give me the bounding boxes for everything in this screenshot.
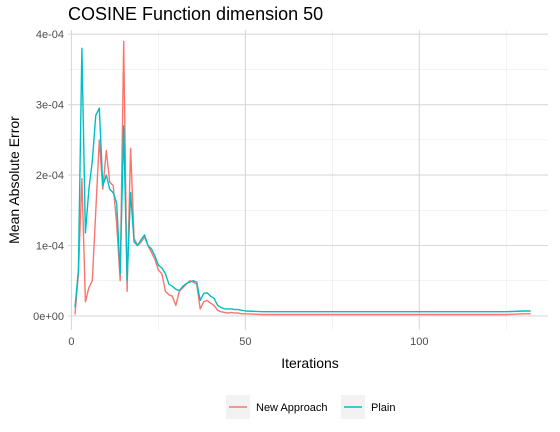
legend-item: New Approach [226, 395, 328, 419]
y-tick-label: 2e-04 [36, 170, 64, 182]
y-tick-label: 4e-04 [36, 29, 64, 41]
y-tick-label: 1e-04 [36, 240, 64, 252]
y-tick-label: 0e+00 [33, 311, 64, 323]
y-tick-labels: 0e+00 1e-04 2e-04 3e-04 4e-04 [33, 29, 64, 323]
minor-gridlines [68, 30, 548, 330]
x-axis-label: Iterations [281, 355, 339, 371]
legend-item: Plain [341, 395, 395, 419]
x-tick-labels: 0 50 100 [68, 336, 428, 348]
legend-label: New Approach [256, 402, 328, 414]
legend: New Approach Plain [226, 395, 395, 419]
x-tick-label: 100 [410, 336, 428, 348]
chart-title: COSINE Function dimension 50 [68, 4, 323, 24]
y-tick-label: 3e-04 [36, 100, 64, 112]
x-tick-label: 50 [239, 336, 251, 348]
major-gridlines [68, 30, 548, 330]
x-tick-label: 0 [68, 336, 74, 348]
legend-label: Plain [371, 402, 395, 414]
series-layer [74, 40, 531, 316]
y-axis-label: Mean Absolute Error [6, 116, 22, 244]
series-line-new-approach [74, 40, 531, 316]
series-line-plain [74, 47, 531, 313]
